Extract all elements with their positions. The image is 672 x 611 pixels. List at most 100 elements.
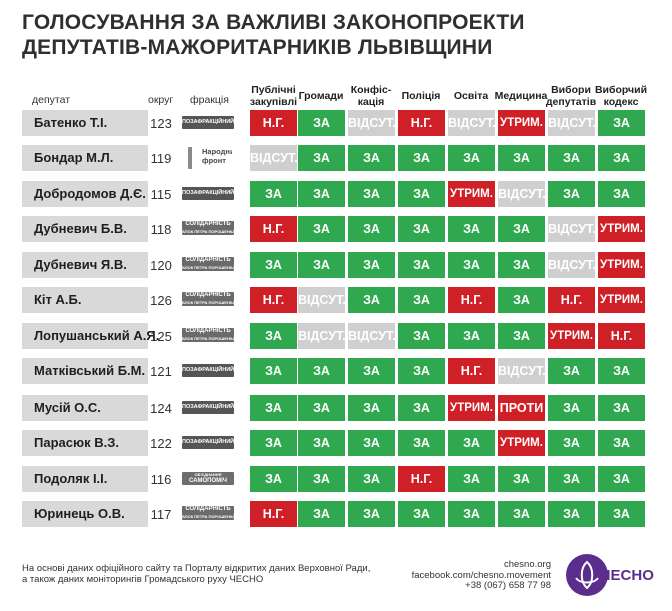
deputy-name: Лопушанський А.Я. [34,328,160,343]
column-header: Медицина [494,90,548,102]
vote-cell: ЗА [250,466,297,492]
vote-cell: ЗА [598,145,645,171]
header-okrug: округ [148,94,174,106]
vote-cell: ЗА [448,145,495,171]
vote-cell: ЗА [348,430,395,456]
vote-cell: ЗА [398,216,445,242]
vote-cell: ЗА [298,395,345,421]
vote-cell: ЗА [398,430,445,456]
vote-cell: Н.Г. [398,110,445,136]
faction-badge-narodnyi-front: Народнийфронт [188,147,232,169]
vote-cell: ЗА [548,501,595,527]
vote-cell: ВІДСУТ. [498,358,545,384]
faction-badge-nonaffiliated: ПОЗАФРАКЦІЙНИЙ [182,116,234,129]
table-row: Кіт А.Б. 126 СОЛІДАРНІСТЬ БЛОК ПЕТРА ПОРОШЕ… [22,287,650,313]
vote-cell: Н.Г. [250,110,297,136]
footer-line-1: На основі даних офіційного сайту та Порт… [22,563,371,574]
vote-cell: УТРИМ. [498,110,545,136]
deputy-name: Матківський Б.М. [34,363,146,378]
vote-cell: УТРИМ. [598,287,645,313]
vote-cell: ЗА [348,287,395,313]
table-row: Подоляк І.І. 116 ОБ'ЄДНАННЯ САМОПОМІЧ ЗА ЗА ЗА… [22,466,650,492]
deputy-name: Батенко Т.І. [34,115,108,130]
faction-badge-nonaffiliated: ПОЗАФРАКЦІЙНИЙ [182,187,234,200]
faction-badge-solidarity: СОЛІДАРНІСТЬ БЛОК ПЕТРА ПОРОШЕНКА [182,292,234,306]
table-row: Дубневич Б.В. 118 СОЛІДАРНІСТЬ БЛОК ПЕТРА П… [22,216,650,242]
vote-cell: ЗА [498,323,545,349]
vote-cell: УТРИМ. [448,395,495,421]
footer-note: На основі даних офіційного сайту та Порт… [22,563,370,585]
column-header: Освіта [453,90,489,102]
table-row: Бондар М.Л.119НароднийфронтВІДСУТ.ЗАЗАЗА… [22,145,650,171]
vote-cell: ЗА [498,466,545,492]
vote-cell: ЗА [398,287,445,313]
vote-cell: ЗА [298,145,345,171]
vote-cell: УТРИМ. [598,216,645,242]
logo-text: ЧЕСНО [600,567,654,584]
vote-cell: ЗА [348,358,395,384]
vote-cell: ЗА [298,252,345,278]
vote-cell: ЗА [298,216,345,242]
vote-cell: ВІДСУТ. [448,110,495,136]
faction-badge-nonaffiliated: ПОЗАФРАКЦІЙНИЙ [182,436,234,449]
deputy-name-cell: Парасюк В.З. [22,430,148,456]
faction-badge-solidarity: СОЛІДАРНІСТЬ БЛОК ПЕТРА ПОРОШЕНКА [182,506,234,520]
okrug-number: 124 [150,401,172,416]
vote-cell: ЗА [398,358,445,384]
vote-cell: ЗА [398,252,445,278]
vote-cell: ВІДСУТ. [298,287,345,313]
deputy-name-cell: Дубневич Я.В. [22,252,148,278]
footer-line-2: а також даних моніторингів Громадського … [22,574,264,585]
vote-cell: ЗА [348,216,395,242]
faction-badge-nonaffiliated: ПОЗАФРАКЦІЙНИЙ [182,401,234,414]
vote-cell: ЗА [598,181,645,207]
okrug-number: 126 [150,293,172,308]
chesno-logo: ЧЕСНО [566,554,656,598]
faction-badge-samopomich: ОБ'ЄДНАННЯ САМОПОМІЧ [182,472,234,485]
contacts: chesno.org facebook.com/chesno.movement … [411,559,551,592]
vote-cell: ЗА [548,181,595,207]
column-header: Виборчий кодекс [594,84,648,108]
column-header: Вибори депутатів [545,84,597,108]
table-row: Юринець О.В. 117 СОЛІДАРНІСТЬ БЛОК ПЕТРА ПО… [22,501,650,527]
table-row: Мусій О.С. 124 ПОЗАФРАКЦІЙНИЙ ЗА ЗА ЗА ЗА УТРИМ… [22,395,650,421]
header-faction: фракція [190,94,229,106]
vote-cell: ЗА [250,252,297,278]
deputy-name: Мусій О.С. [34,400,101,415]
vote-cell: ЗА [598,466,645,492]
faction-badge-nonaffiliated: ПОЗАФРАКЦІЙНИЙ [182,364,234,377]
vote-cell: ЗА [398,145,445,171]
vote-cell: ЗА [498,145,545,171]
table-row: Добродомов Д.Є. 115 ПОЗАФРАКЦІЙНИЙ ЗА ЗА ЗА ЗА… [22,181,650,207]
deputy-name: Подоляк І.І. [34,471,108,486]
deputy-name-cell: Матківський Б.М. [22,358,148,384]
faction-badge-solidarity: СОЛІДАРНІСТЬ БЛОК ПЕТРА ПОРОШЕНКА [182,257,234,271]
table-row: Матківський Б.М. 121 ПОЗАФРАКЦІЙНИЙ ЗА ЗА ЗА З… [22,358,650,384]
vote-cell: ВІДСУТ. [250,145,297,171]
vote-cell: ЗА [348,466,395,492]
table-row: Лопушанський А.Я. 125 СОЛІДАРНІСТЬ БЛОК ПЕТ… [22,323,650,349]
deputy-name: Парасюк В.З. [34,435,119,450]
vote-cell: ЗА [598,395,645,421]
vote-cell: ЗА [498,216,545,242]
vote-cell: ЗА [348,395,395,421]
contact-facebook[interactable]: facebook.com/chesno.movement [411,569,551,581]
vote-cell: ЗА [448,466,495,492]
vote-cell: Н.Г. [448,287,495,313]
vote-cell: ЗА [250,181,297,207]
page-title: ГОЛОСУВАННЯ ЗА ВАЖЛИВІ ЗАКОНОПРОЕКТИ ДЕП… [22,10,662,60]
vote-cell: ЗА [298,110,345,136]
vote-cell: Н.Г. [598,323,645,349]
okrug-number: 117 [150,507,172,522]
vote-cell: ВІДСУТ. [548,110,595,136]
deputy-name: Дубневич Б.В. [34,221,127,236]
okrug-number: 123 [150,116,172,131]
column-header: Конфіс-кація [350,84,392,108]
vote-cell: ЗА [298,358,345,384]
vote-cell: ЗА [448,323,495,349]
logo-circle-icon [566,554,608,596]
contact-site[interactable]: chesno.org [503,559,551,570]
vote-cell: ЗА [298,430,345,456]
vote-cell: ВІДСУТ. [298,323,345,349]
header-deputy: депутат [32,94,71,106]
